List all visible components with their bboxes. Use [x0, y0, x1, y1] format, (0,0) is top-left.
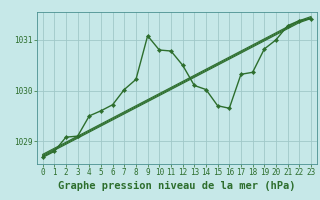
X-axis label: Graphe pression niveau de la mer (hPa): Graphe pression niveau de la mer (hPa): [58, 181, 296, 191]
